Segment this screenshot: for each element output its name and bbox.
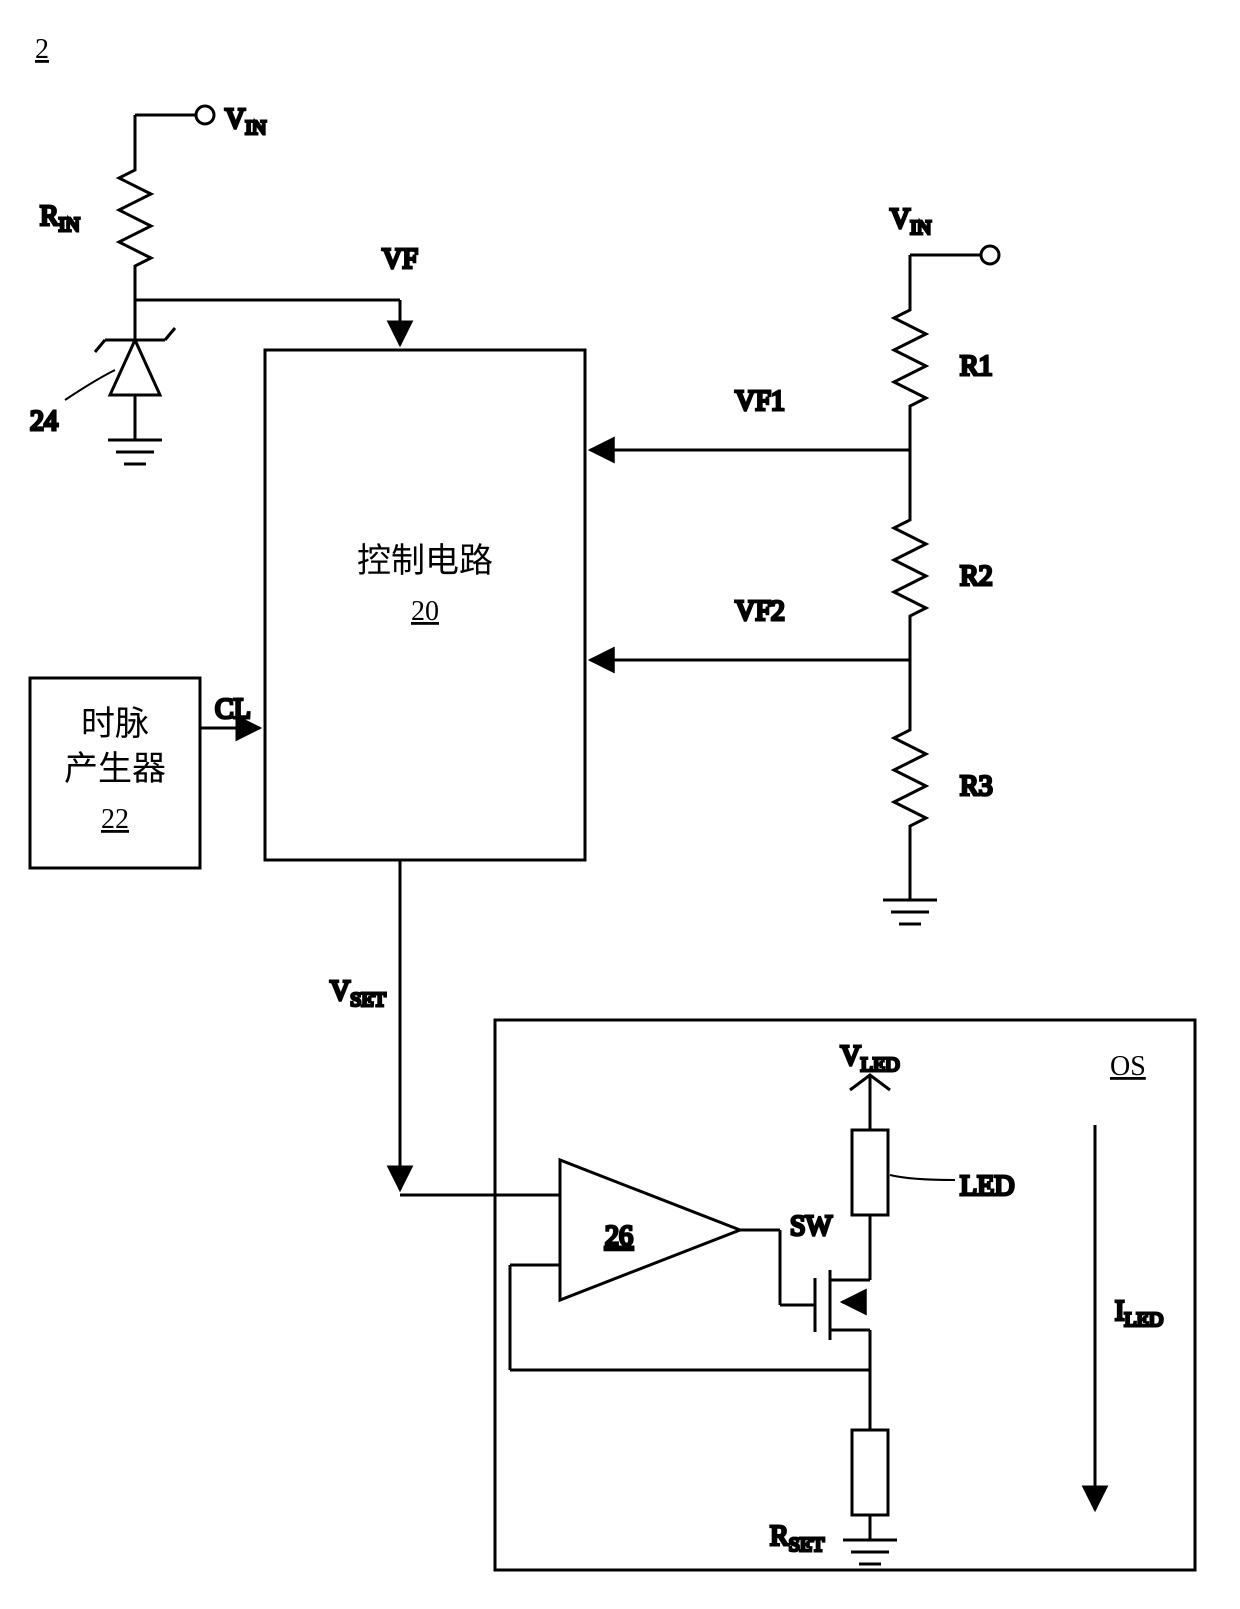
opamp: 26: [400, 1160, 815, 1305]
figure-ref-text: 2: [35, 34, 49, 65]
control-block: 控制电路 20: [265, 350, 585, 860]
r3-label: R3: [960, 771, 993, 802]
zener-ref-label: 24: [30, 406, 58, 437]
opamp-ref: 26: [605, 1221, 633, 1252]
vset-label: VSET: [330, 976, 386, 1011]
cl-signal: CL: [200, 694, 260, 728]
vin-right-label: VIN: [890, 204, 931, 239]
ground-rset: [843, 1540, 897, 1564]
vf2-label: VF2: [735, 596, 785, 627]
ground-right: [883, 900, 937, 924]
os-label: OS: [1110, 1051, 1146, 1082]
iled-arrow: ILED: [1095, 1125, 1163, 1510]
clock-l2: 产生器: [64, 750, 166, 788]
ground-left: [108, 440, 162, 464]
vf1-label: VF1: [735, 386, 785, 417]
clock-ref: 22: [101, 804, 129, 835]
sw-label: SW: [790, 1211, 833, 1242]
iled-label: ILED: [1115, 1296, 1163, 1331]
vset-line: VSET: [330, 860, 400, 1190]
r2-label: R2: [960, 561, 993, 592]
vled-label: VLED: [840, 1041, 899, 1076]
led-branch: VLED LED: [840, 1041, 1014, 1265]
led-label: LED: [960, 1171, 1014, 1202]
figure-ref: 2: [35, 34, 49, 65]
output-stage-block: OS: [495, 1020, 1195, 1570]
vin-left-label: VIN: [225, 104, 266, 139]
zener-diode: [95, 328, 175, 395]
control-block-ref: 20: [411, 596, 439, 627]
rset-branch: RSET: [770, 1430, 897, 1564]
mosfet-sw: SW: [790, 1211, 870, 1430]
control-block-title: 控制电路: [357, 542, 493, 580]
clock-generator-block: 时脉 产生器 22: [30, 678, 200, 868]
r1-label: R1: [960, 351, 993, 382]
rin-label: RIN: [40, 201, 80, 236]
cl-label: CL: [215, 694, 251, 725]
vf-label: VF: [382, 244, 418, 275]
right-divider: VIN R1 VF1 R2 VF2 R3: [590, 204, 999, 924]
rset-label: RSET: [770, 1521, 824, 1556]
clock-l1: 时脉: [81, 705, 149, 743]
